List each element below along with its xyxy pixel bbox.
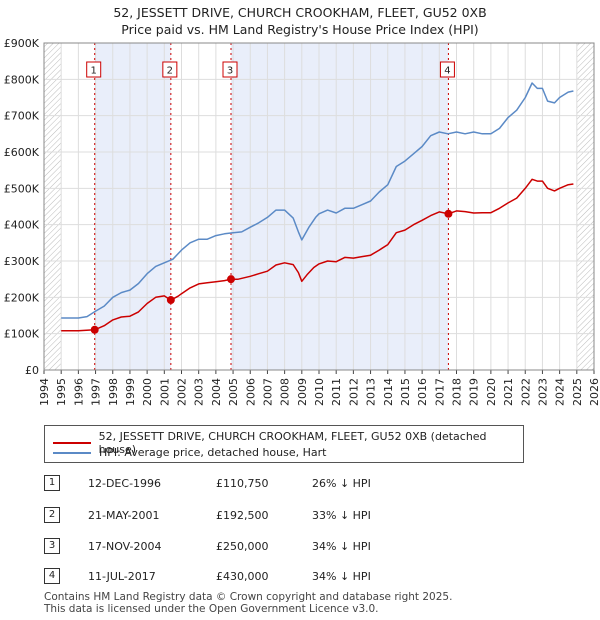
x-tick-label: 2026	[588, 378, 600, 406]
transaction-number-badge: 4	[44, 568, 60, 584]
x-tick-label: 2000	[141, 378, 154, 406]
y-tick-label: £300K	[4, 255, 40, 268]
y-tick-label: £800K	[4, 73, 40, 86]
chart-title: 52, JESSETT DRIVE, CHURCH CROOKHAM, FLEE…	[113, 5, 487, 20]
footer-licence: This data is licensed under the Open Gov…	[44, 603, 379, 615]
transaction-hpi-diff: 34% ↓ HPI	[312, 540, 371, 553]
legend-property-swatch	[53, 442, 91, 444]
x-tick-label: 2001	[158, 378, 171, 406]
x-tick-label: 2007	[261, 378, 274, 406]
legend: 52, JESSETT DRIVE, CHURCH CROOKHAM, FLEE…	[44, 425, 524, 463]
transaction-row: 3 17-NOV-2004 £250,000 34% ↓ HPI	[0, 538, 600, 556]
plot-border	[43, 42, 595, 371]
x-tick-label: 2022	[519, 378, 532, 406]
x-tick-label: 2021	[502, 378, 515, 406]
y-tick-label: £900K	[4, 37, 40, 50]
transaction-number-badge: 3	[44, 538, 60, 554]
transaction-number-badge: 2	[44, 507, 60, 523]
x-tick-label: 2006	[244, 378, 257, 406]
transaction-date: 12-DEC-1996	[88, 477, 162, 490]
x-tick-label: 2011	[330, 378, 343, 406]
transaction-row: 4 11-JUL-2017 £430,000 34% ↓ HPI	[0, 568, 600, 586]
x-tick-label: 1998	[107, 378, 120, 406]
transaction-hpi-diff: 33% ↓ HPI	[312, 509, 371, 522]
no-data-hatch	[576, 43, 594, 370]
sale-marker-label: 4	[444, 66, 450, 77]
transaction-price: £192,500	[216, 509, 269, 522]
x-tick-label: 2019	[468, 378, 481, 406]
y-tick-label: £700K	[4, 110, 40, 123]
x-tick-label: 2015	[399, 378, 412, 406]
x-tick-label: 2008	[279, 378, 292, 406]
y-tick-label: £600K	[4, 146, 40, 159]
legend-property-label: 52, JESSETT DRIVE, CHURCH CROOKHAM, FLEE…	[98, 430, 487, 456]
y-tick-label: £200K	[4, 291, 40, 304]
ownership-period-shade	[231, 43, 449, 370]
x-tick-label: 2004	[210, 378, 223, 406]
x-tick-label: 2012	[347, 378, 360, 406]
ownership-period-shade	[94, 43, 171, 370]
x-tick-label: 1999	[124, 378, 137, 406]
transaction-price: £430,000	[216, 570, 269, 583]
transaction-date: 21-MAY-2001	[88, 509, 160, 522]
transaction-date: 11-JUL-2017	[88, 570, 156, 583]
x-tick-label: 2016	[416, 378, 429, 406]
x-tick-label: 2005	[227, 378, 240, 406]
transaction-price: £250,000	[216, 540, 269, 553]
x-tick-label: 2018	[451, 378, 464, 406]
sale-marker-box	[222, 61, 238, 78]
sale-marker-box	[439, 61, 455, 78]
x-tick-label: 2009	[296, 378, 309, 406]
legend-hpi-swatch	[53, 451, 91, 454]
sale-marker-box	[162, 61, 178, 78]
y-tick-label: £100K	[4, 328, 40, 341]
transaction-price: £110,750	[216, 477, 269, 490]
x-tick-label: 2002	[176, 378, 189, 406]
x-tick-label: 2024	[554, 378, 567, 406]
sale-point	[90, 325, 99, 334]
transaction-hpi-diff: 26% ↓ HPI	[312, 477, 371, 490]
sale-point	[227, 275, 235, 284]
y-tick-label: £500K	[4, 182, 40, 195]
sale-marker-label: 1	[91, 66, 97, 77]
footer-copyright: Contains HM Land Registry data © Crown c…	[44, 591, 453, 603]
chart-subtitle: Price paid vs. HM Land Registry's House …	[121, 22, 479, 37]
sale-point	[444, 209, 453, 218]
x-tick-label: 1994	[38, 378, 51, 406]
x-tick-label: 1996	[72, 378, 85, 406]
x-tick-label: 1995	[55, 378, 68, 406]
x-tick-label: 1997	[90, 378, 103, 406]
transaction-number-badge: 1	[44, 475, 60, 491]
sale-marker-label: 3	[227, 66, 233, 77]
y-tick-label: £400K	[4, 219, 40, 232]
transaction-hpi-diff: 34% ↓ HPI	[312, 570, 371, 583]
no-data-hatch	[44, 43, 62, 370]
transaction-row: 1 12-DEC-1996 £110,750 26% ↓ HPI	[0, 475, 600, 493]
sale-point	[166, 296, 175, 305]
legend-item-property: 52, JESSETT DRIVE, CHURCH CROOKHAM, FLEE…	[53, 430, 523, 456]
x-tick-label: 2013	[365, 378, 378, 406]
transaction-date: 17-NOV-2004	[88, 540, 162, 553]
x-tick-label: 2020	[485, 378, 498, 406]
y-tick-label: £0	[25, 364, 39, 377]
legend-hpi-label: HPI: Average price, detached house, Hart	[99, 446, 327, 459]
x-tick-label: 2017	[433, 378, 446, 406]
transaction-row: 2 21-MAY-2001 £192,500 33% ↓ HPI	[0, 507, 600, 525]
price-chart: 1 2 3 4 £0 £100K £200K £300K £400K £500K £600K £70…	[4, 37, 600, 406]
x-tick-label: 2023	[536, 378, 549, 406]
sale-marker-box	[86, 61, 102, 78]
hpi-line	[61, 82, 574, 319]
legend-item-hpi: HPI: Average price, detached house, Hart	[53, 446, 326, 459]
x-tick-label: 2010	[313, 378, 326, 406]
x-tick-label: 2025	[571, 378, 584, 406]
x-tick-label: 2003	[193, 378, 206, 406]
x-tick-label: 2014	[382, 378, 395, 406]
sale-marker-label: 2	[167, 66, 173, 77]
